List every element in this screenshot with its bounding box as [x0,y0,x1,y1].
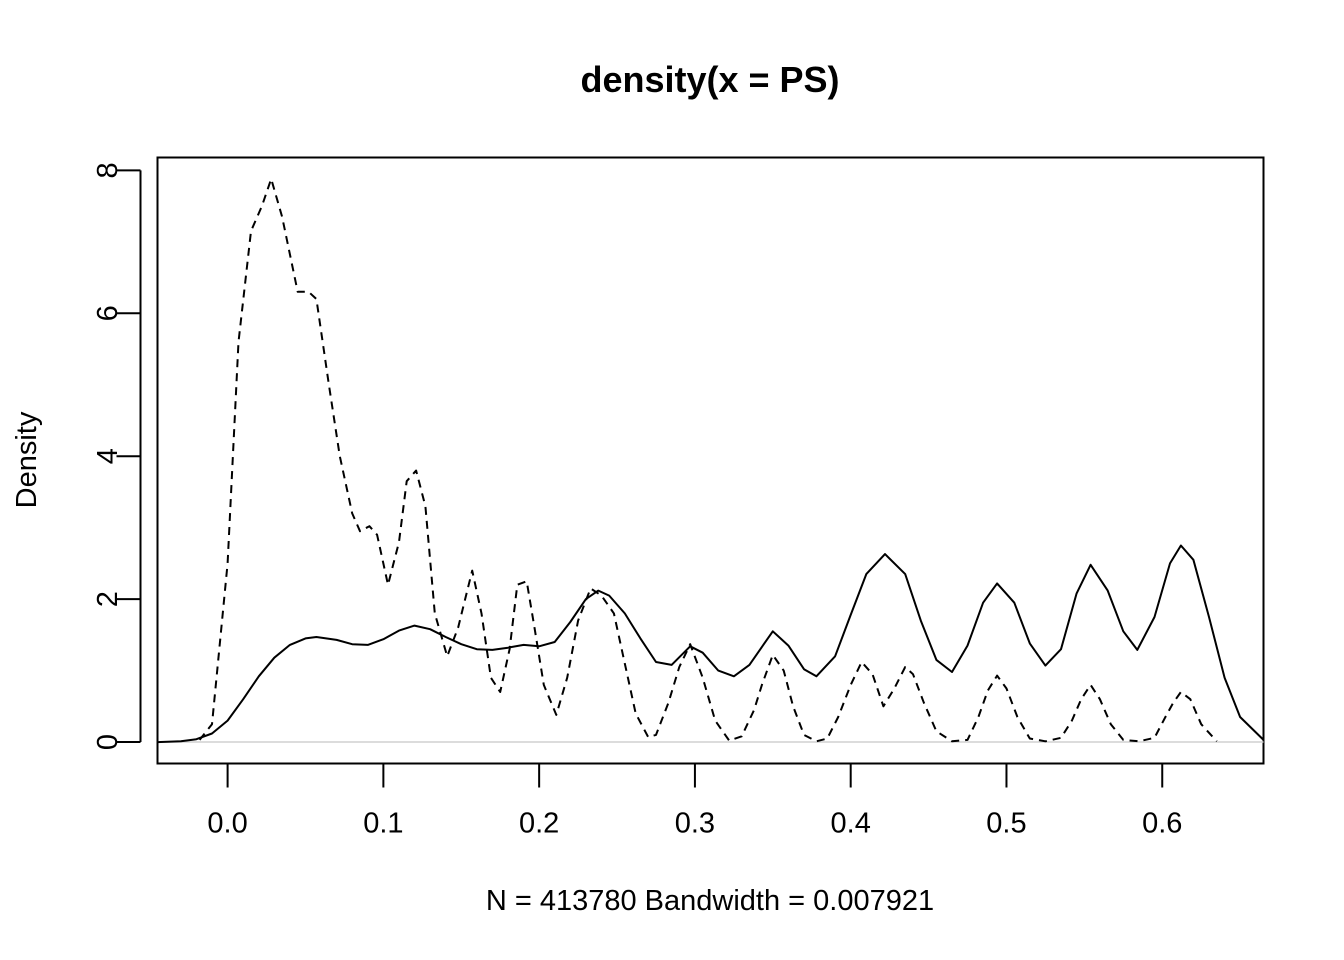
x-tick-label: 0.0 [207,808,247,840]
x-tick-label: 0.1 [363,808,403,840]
x-tick-label: 0.3 [675,808,715,840]
x-tick-label: 0.6 [1142,808,1182,840]
y-tick-label: 4 [92,448,124,464]
y-tick-label: 0 [92,734,124,750]
y-tick-label: 6 [92,305,124,321]
y-tick-label: 8 [92,162,124,178]
y-axis-label: Density [11,411,43,508]
y-axis: 0 2 4 6 8 [92,162,142,750]
plot-frame [156,156,1265,765]
x-tick-label: 0.5 [986,808,1026,840]
chart-title: density(x = PS) [580,59,839,100]
dashed-density-line [198,177,1218,743]
x-tick-label: 0.2 [519,808,559,840]
x-axis-label: N = 413780 Bandwidth = 0.007921 [486,885,934,917]
solid-density-line [157,544,1265,744]
x-tick-label: 0.4 [831,808,871,840]
y-tick-label: 2 [92,591,124,607]
x-axis: 0.0 0.1 0.2 0.3 0.4 0.5 0.6 [207,762,1182,840]
